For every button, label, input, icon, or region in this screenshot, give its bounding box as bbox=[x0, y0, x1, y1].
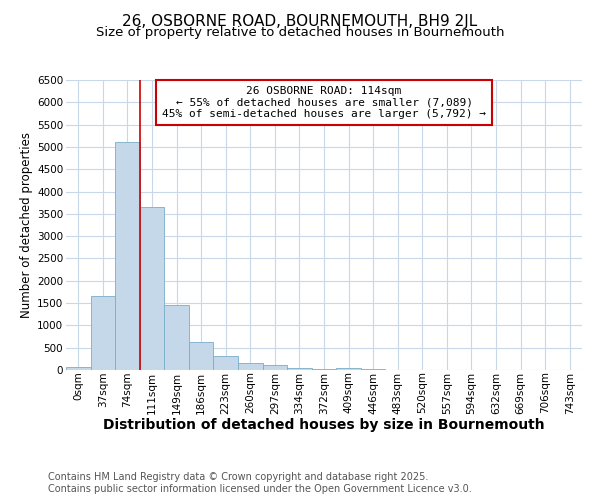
Bar bbox=[361, 368, 385, 370]
Bar bbox=[189, 342, 214, 370]
Bar bbox=[140, 207, 164, 370]
Text: Size of property relative to detached houses in Bournemouth: Size of property relative to detached ho… bbox=[96, 26, 504, 39]
Text: 26 OSBORNE ROAD: 114sqm
← 55% of detached houses are smaller (7,089)
45% of semi: 26 OSBORNE ROAD: 114sqm ← 55% of detache… bbox=[162, 86, 486, 119]
Bar bbox=[214, 356, 238, 370]
Y-axis label: Number of detached properties: Number of detached properties bbox=[20, 132, 33, 318]
Bar bbox=[336, 368, 361, 370]
Text: Contains public sector information licensed under the Open Government Licence v3: Contains public sector information licen… bbox=[48, 484, 472, 494]
Bar bbox=[312, 368, 336, 370]
Bar bbox=[287, 368, 312, 370]
Text: Contains HM Land Registry data © Crown copyright and database right 2025.: Contains HM Land Registry data © Crown c… bbox=[48, 472, 428, 482]
Bar bbox=[164, 306, 189, 370]
Bar bbox=[263, 365, 287, 370]
Text: 26, OSBORNE ROAD, BOURNEMOUTH, BH9 2JL: 26, OSBORNE ROAD, BOURNEMOUTH, BH9 2JL bbox=[122, 14, 478, 29]
Bar bbox=[115, 142, 140, 370]
Bar bbox=[66, 366, 91, 370]
Bar bbox=[238, 363, 263, 370]
Bar bbox=[91, 296, 115, 370]
X-axis label: Distribution of detached houses by size in Bournemouth: Distribution of detached houses by size … bbox=[103, 418, 545, 432]
